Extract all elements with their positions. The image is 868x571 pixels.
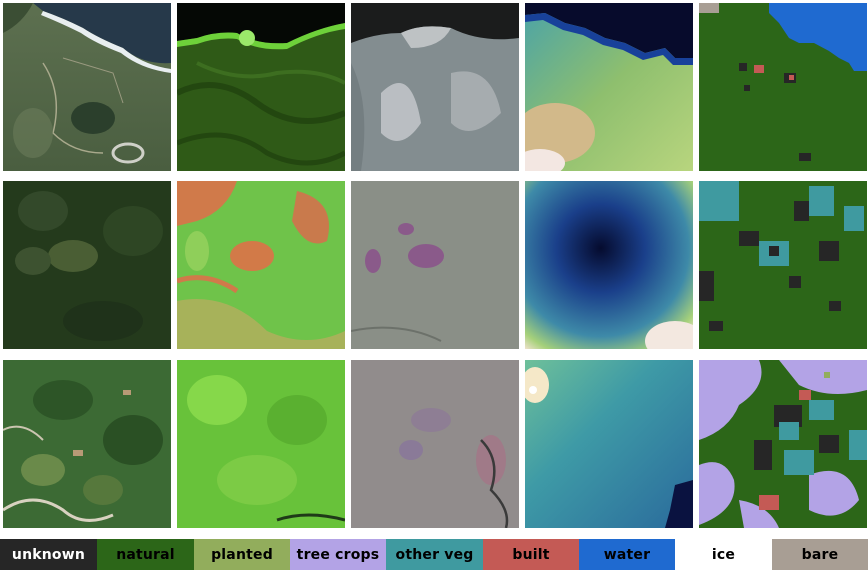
legend-label-other-veg: other veg <box>395 546 474 563</box>
legend-swatch-planted: planted <box>194 539 290 570</box>
legend-label-built: built <box>512 546 550 563</box>
rgb-fields-image <box>3 360 171 528</box>
false-color-coast-tile <box>177 3 345 171</box>
rgb-forest-image <box>3 181 171 349</box>
legend-swatch-unknown: unknown <box>0 539 97 570</box>
legend-label-tree-crops: tree crops <box>296 546 380 563</box>
land-cover-legend: unknown natural planted tree crops other… <box>0 539 868 571</box>
legend-label-bare: bare <box>801 546 839 563</box>
landcover-fields-image <box>699 360 867 528</box>
landcover-coast-tile <box>699 3 867 171</box>
elevation-fields-image <box>525 360 693 528</box>
legend-swatch-other-veg: other veg <box>386 539 483 570</box>
false-color-coast-image <box>177 3 345 171</box>
legend-label-ice: ice <box>711 546 736 563</box>
rgb-fields-tile <box>3 360 171 528</box>
false-color-forest-image <box>177 181 345 349</box>
legend-swatch-built: built <box>483 539 579 570</box>
rgb-forest-tile <box>3 181 171 349</box>
elevation-coast-tile <box>525 3 693 171</box>
landcover-fields-tile <box>699 360 867 528</box>
elevation-forest-tile <box>525 181 693 349</box>
radar-coast-tile <box>351 3 519 171</box>
legend-swatch-bare: bare <box>772 539 868 570</box>
legend-swatch-tree-crops: tree crops <box>290 539 386 570</box>
legend-swatch-natural: natural <box>97 539 194 570</box>
elevation-coast-image <box>525 3 693 171</box>
landcover-coast-image <box>699 3 867 171</box>
false-color-fields-image <box>177 360 345 528</box>
rgb-coast-tile <box>3 3 171 171</box>
legend-label-natural: natural <box>116 546 175 563</box>
legend-label-planted: planted <box>211 546 273 563</box>
radar-fields-tile <box>351 360 519 528</box>
false-color-forest-tile <box>177 181 345 349</box>
legend-swatch-ice: ice <box>675 539 772 570</box>
radar-fields-image <box>351 360 519 528</box>
radar-forest-tile <box>351 181 519 349</box>
image-grid <box>3 3 867 528</box>
elevation-fields-tile <box>525 360 693 528</box>
landcover-forest-image <box>699 181 867 349</box>
legend-swatch-water: water <box>579 539 675 570</box>
radar-coast-image <box>351 3 519 171</box>
rgb-coast-image <box>3 3 171 171</box>
elevation-forest-image <box>525 181 693 349</box>
radar-forest-image <box>351 181 519 349</box>
legend-label-water: water <box>603 546 651 563</box>
landcover-forest-tile <box>699 181 867 349</box>
legend-label-unknown: unknown <box>11 546 86 563</box>
false-color-fields-tile <box>177 360 345 528</box>
